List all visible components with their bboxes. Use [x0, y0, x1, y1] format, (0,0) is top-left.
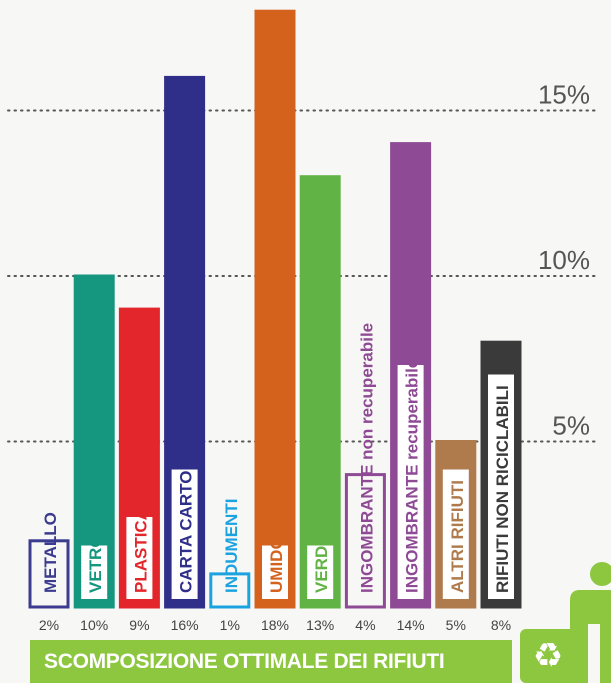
category-label: INGOMBRANTE non recuperabile	[357, 323, 376, 593]
bar	[344, 473, 386, 609]
recycle-icon: ♻	[520, 629, 576, 683]
category-label: METALLO	[41, 512, 60, 593]
bar-label-box	[397, 365, 424, 599]
chart-title: SCOMPOSIZIONE OTTIMALE DEI RIFIUTI	[44, 649, 445, 673]
bar-label-box	[126, 517, 153, 599]
bar-label-box	[262, 545, 288, 599]
category-label: PLASTICA	[131, 508, 150, 593]
y-tick-label: 15%	[538, 80, 590, 110]
value-label: 14%	[397, 617, 425, 633]
value-label: 16%	[171, 617, 199, 633]
person-icon	[570, 562, 611, 683]
value-label: 13%	[306, 617, 334, 633]
category-label: VETRO	[86, 534, 105, 593]
bar-label-box	[171, 469, 198, 599]
y-tick-label: 10%	[538, 245, 590, 275]
category-label: CARTA CARTONE	[177, 447, 196, 593]
value-label: 9%	[129, 617, 149, 633]
bar-label-box	[81, 545, 108, 599]
bar	[28, 539, 70, 609]
bar	[254, 9, 296, 609]
bar-label-box	[307, 545, 334, 599]
value-label: 1%	[220, 617, 240, 633]
value-label: 8%	[491, 617, 511, 633]
category-label: VERDE	[312, 534, 331, 593]
value-label: 4%	[355, 617, 375, 633]
category-label: INGOMBRANTE recuperabile	[403, 359, 422, 593]
bar	[209, 572, 251, 609]
value-label: 5%	[446, 617, 466, 633]
category-label: INDUMENTI	[222, 499, 241, 593]
bar	[299, 175, 341, 609]
value-label: 10%	[80, 617, 108, 633]
value-label: 18%	[261, 617, 289, 633]
category-label: ALTRI RIFIUTI	[448, 480, 467, 593]
category-label: RIFIUTI NON RICICLABILI	[493, 385, 512, 593]
bar-label-box	[442, 469, 469, 599]
category-label: UMIDO	[267, 536, 286, 593]
footer-band: SCOMPOSIZIONE OTTIMALE DEI RIFIUTI	[30, 640, 512, 683]
value-label: 2%	[39, 617, 59, 633]
bar-label-box	[488, 374, 514, 599]
y-tick-label: 5%	[552, 411, 590, 441]
bar-chart: 5% 10% 15% METALLO 2% VETRO 10% PLASTICA 9% CARTA…	[7, 9, 596, 633]
